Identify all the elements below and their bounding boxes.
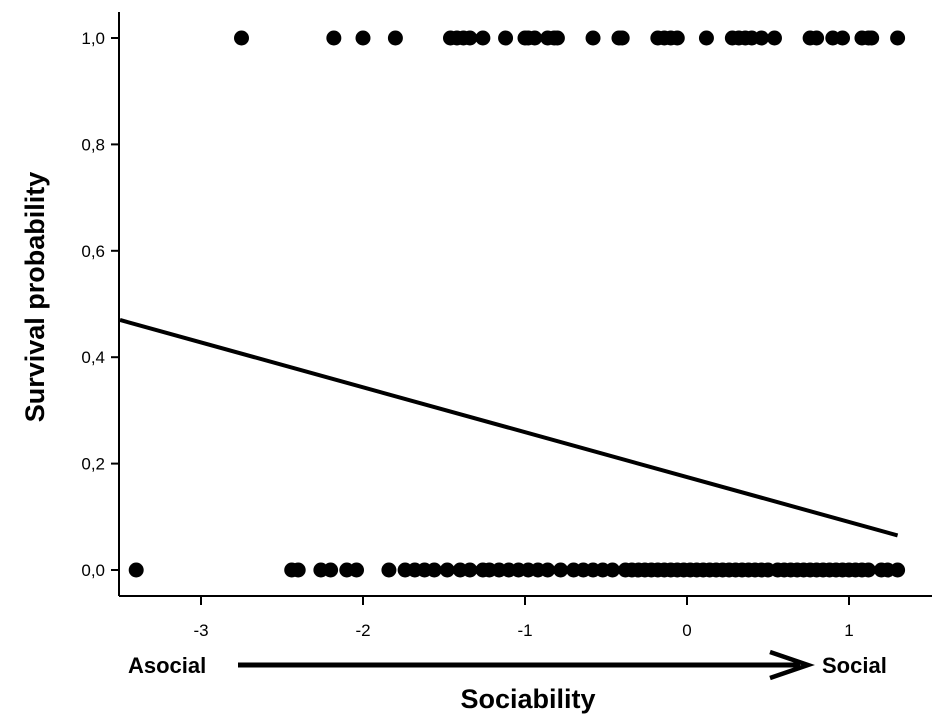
data-point	[860, 562, 876, 578]
data-point	[475, 30, 491, 46]
y-axis-title: Survival probability	[20, 172, 50, 423]
data-point	[890, 30, 906, 46]
data-point	[698, 30, 714, 46]
fit-line-group	[119, 318, 899, 538]
data-point	[498, 30, 514, 46]
fit-line	[119, 318, 899, 538]
x-axis-title: Sociability	[460, 684, 595, 714]
data-point	[387, 30, 403, 46]
data-point	[527, 30, 543, 46]
data-point	[426, 562, 442, 578]
data-point	[549, 30, 565, 46]
data-point	[614, 30, 630, 46]
ticks: 0,0 0,2 0,4 0,6 0,8 1,0 -3 -2 -1 0 1	[81, 29, 853, 640]
data-point	[864, 30, 880, 46]
data-point	[290, 562, 306, 578]
data-point	[669, 30, 685, 46]
y-tick-label: 0,4	[81, 348, 105, 367]
data-point	[462, 562, 478, 578]
x-tick-label: -2	[355, 621, 370, 640]
data-point	[381, 562, 397, 578]
data-point	[890, 562, 906, 578]
asocial-annotation: Asocial	[128, 653, 206, 678]
data-point	[326, 30, 342, 46]
data-point	[439, 562, 455, 578]
social-annotation: Social	[822, 653, 887, 678]
direction-arrow	[238, 649, 815, 681]
data-point	[604, 562, 620, 578]
y-tick-label: 1,0	[81, 29, 105, 48]
y-tick-label: 0,2	[81, 455, 105, 474]
data-point	[323, 562, 339, 578]
data-point	[349, 562, 365, 578]
x-tick-label: -3	[193, 621, 208, 640]
data-point	[553, 562, 569, 578]
data-point	[540, 562, 556, 578]
data-point	[809, 30, 825, 46]
data-point	[355, 30, 371, 46]
data-point	[766, 30, 782, 46]
y-tick-label: 0,6	[81, 242, 105, 261]
axes	[118, 12, 932, 597]
x-tick-label: 1	[844, 621, 853, 640]
data-point	[128, 562, 144, 578]
y-tick-label: 0,8	[81, 135, 105, 154]
data-point	[234, 30, 249, 46]
y-tick-label: 0,0	[81, 561, 105, 580]
data-point	[585, 30, 601, 46]
x-tick-label: 0	[682, 621, 691, 640]
data-point	[835, 30, 851, 46]
data-point	[754, 30, 770, 46]
data-points	[128, 30, 906, 578]
data-point	[462, 30, 478, 46]
x-tick-label: -1	[517, 621, 532, 640]
